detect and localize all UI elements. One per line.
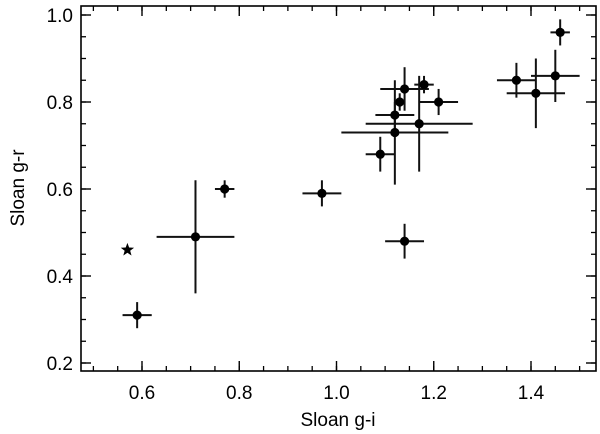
data-point-marker: [434, 97, 444, 107]
data-point-marker: [555, 27, 565, 37]
y-tick-label: 0.8: [47, 93, 73, 114]
data-point-marker: [395, 97, 405, 107]
x-tick-label: 1.4: [518, 383, 545, 404]
data-markers: [120, 27, 565, 320]
y-tick-label: 0.4: [47, 267, 74, 288]
x-tick-label: 0.6: [129, 383, 155, 404]
data-point-marker: [511, 75, 522, 85]
data-point-marker: [375, 149, 385, 159]
data-point-marker: [399, 84, 410, 94]
data-point-marker: [419, 80, 429, 90]
major-ticks: [81, 6, 596, 371]
plot-frame: [80, 5, 597, 372]
x-axis-label: Sloan g-i: [301, 410, 376, 431]
error-bars: [122, 19, 580, 329]
data-point-marker: [220, 184, 230, 194]
data-point-marker: [399, 236, 410, 246]
data-point-marker: [390, 127, 400, 138]
y-tick-label: 0.6: [47, 180, 73, 201]
x-tick-label: 0.8: [226, 383, 252, 404]
data-point-marker: [190, 232, 201, 242]
y-axis-label: Sloan g-r: [8, 149, 29, 227]
minor-ticks: [81, 6, 596, 371]
x-tick-label: 1.2: [421, 383, 447, 404]
data-point-marker: [317, 188, 327, 198]
x-tick-label: 1.0: [323, 383, 349, 404]
data-point-marker: [132, 310, 142, 320]
tick-labels: 0.6 0.8 1.0 1.2 1.4 0.2 0.4 0.6 0.8 1.0: [47, 6, 545, 404]
data-point-marker: [390, 110, 400, 120]
y-tick-label: 1.0: [47, 6, 73, 27]
y-tick-label: 0.2: [47, 354, 73, 375]
star-marker: [120, 242, 135, 256]
data-point-marker: [414, 119, 424, 129]
data-point-marker: [550, 71, 560, 81]
data-point-marker: [531, 88, 541, 98]
